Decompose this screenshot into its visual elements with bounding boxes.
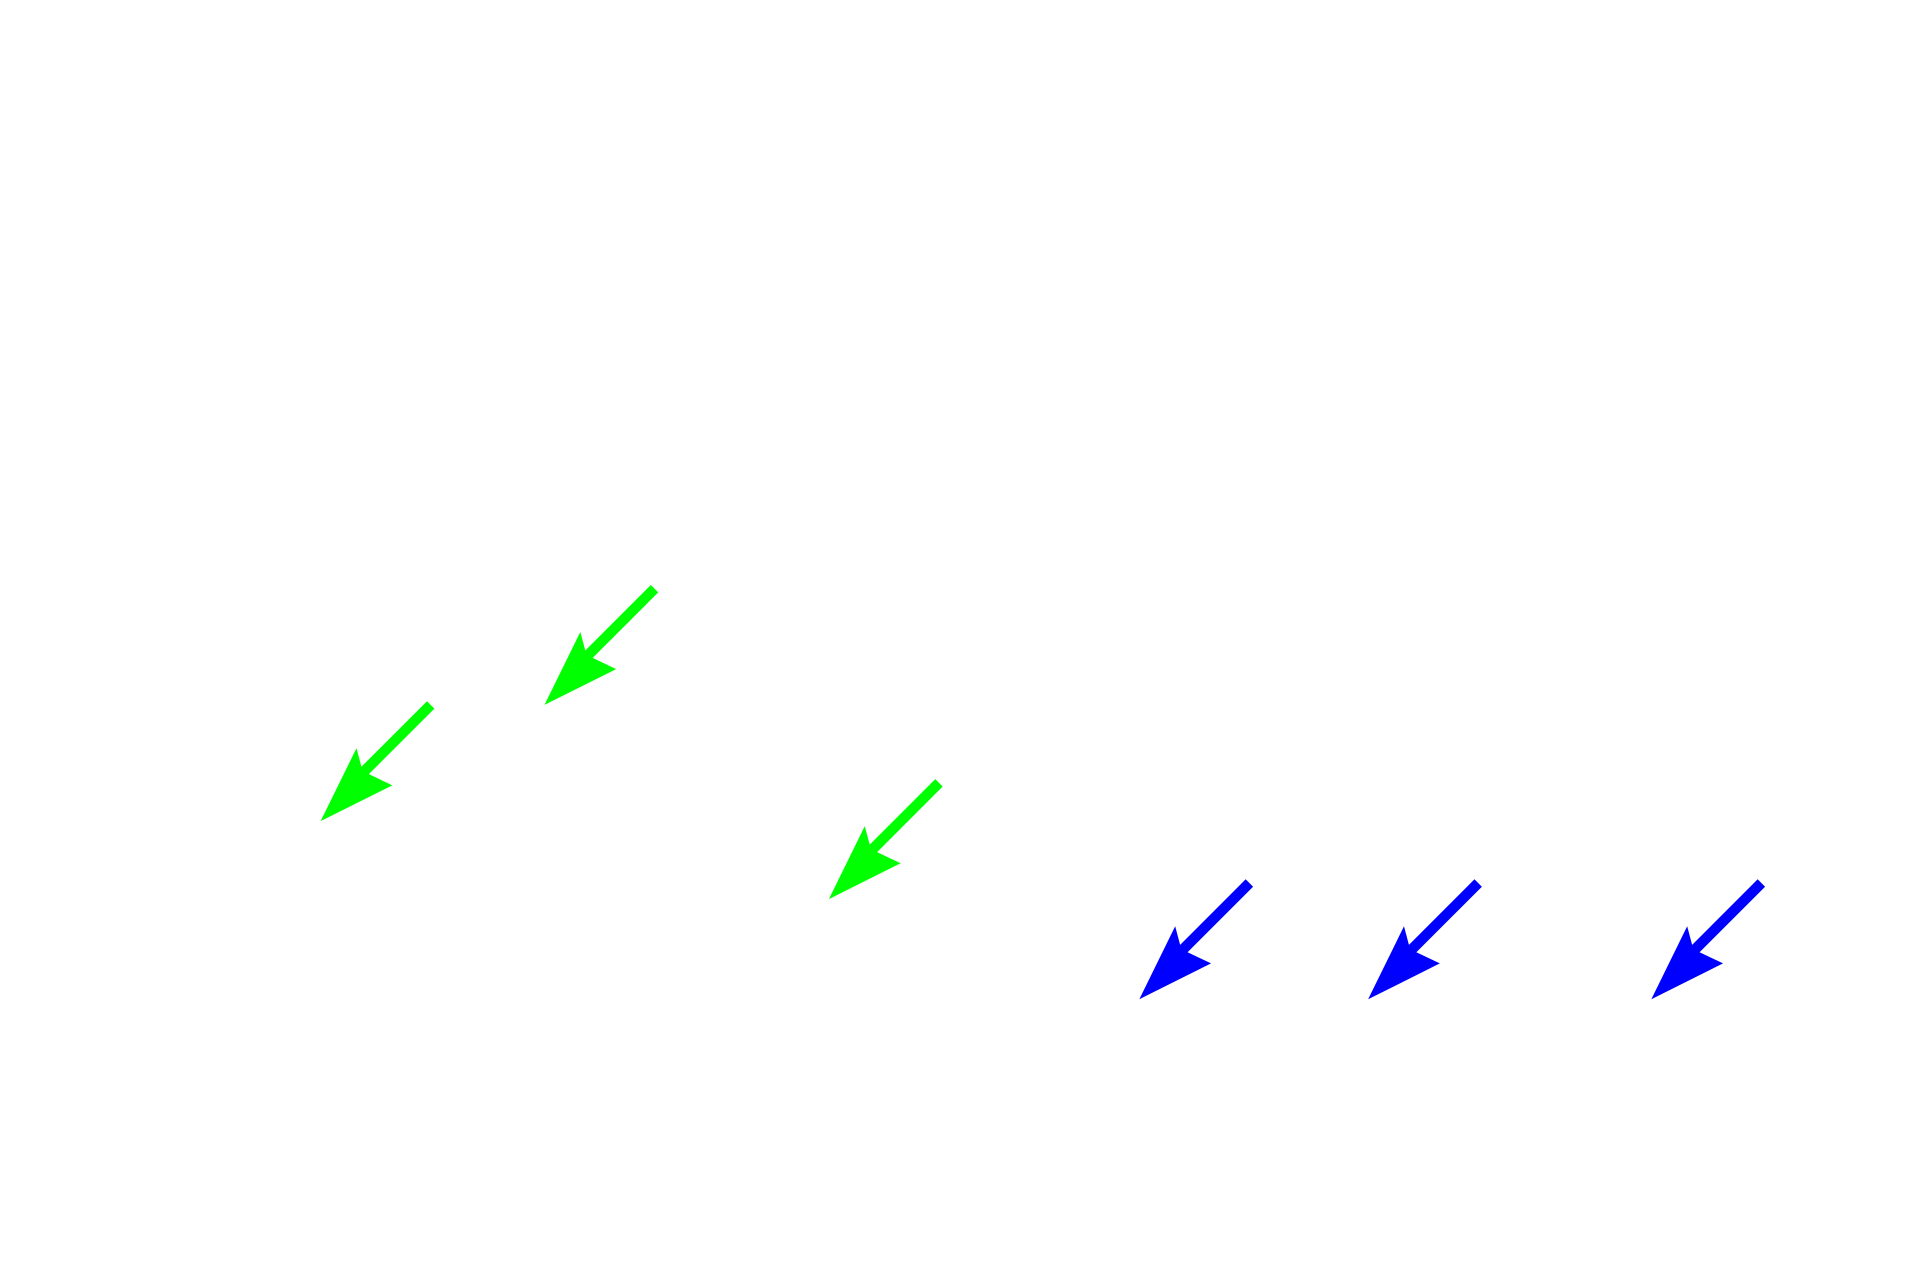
canvas xyxy=(0,0,1919,1280)
page: (() => { const data = JSON.parse(documen… xyxy=(0,0,1919,1280)
background xyxy=(0,0,1919,1280)
